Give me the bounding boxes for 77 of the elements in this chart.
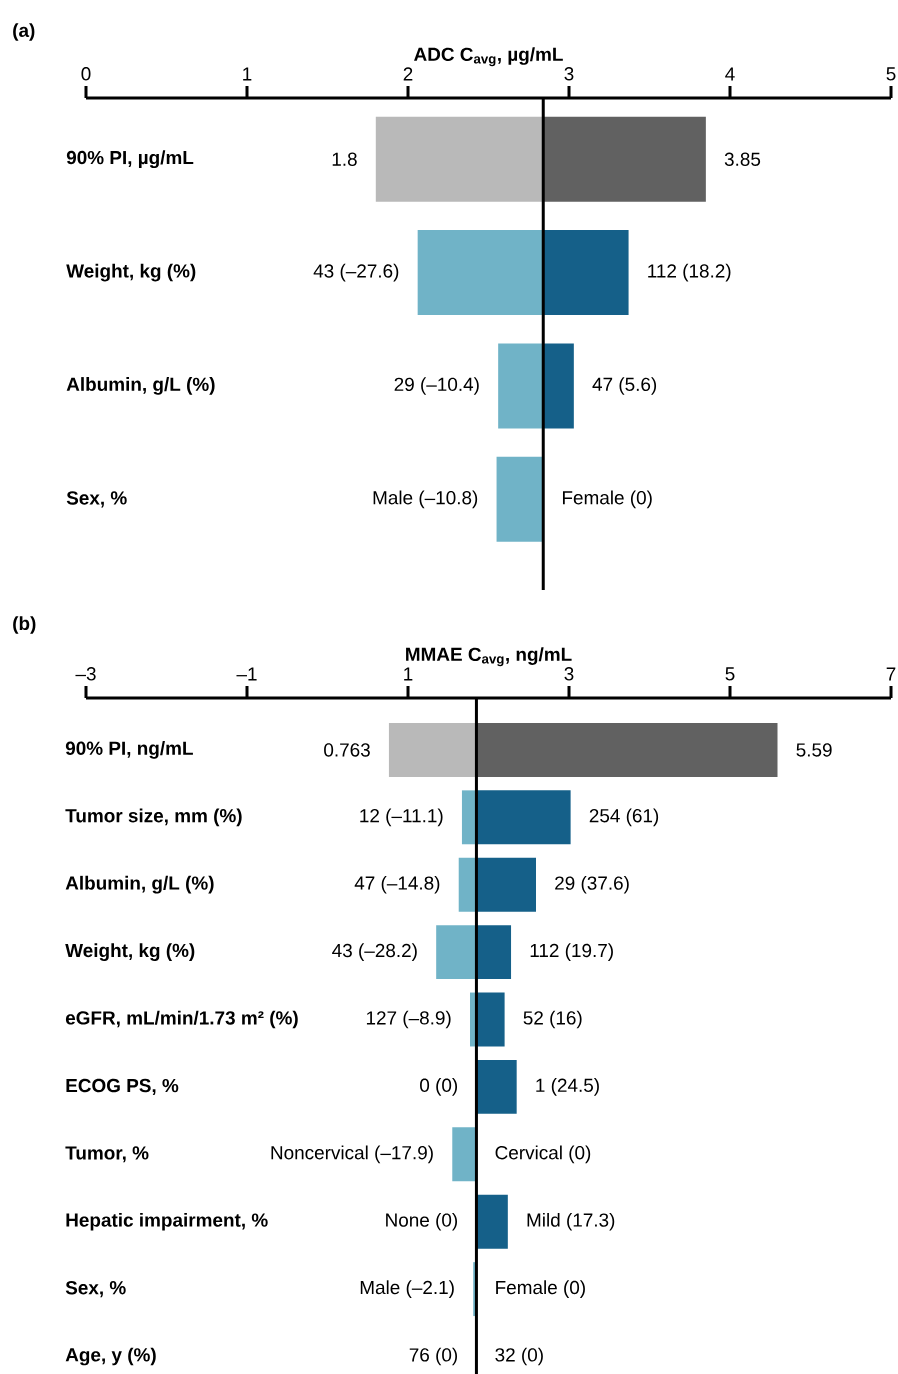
annotation: None (0) [386,1212,458,1231]
y-tick-label: Hepatic impairment, % [66,1212,268,1231]
x-tick-label: 4 [725,67,735,81]
bar [476,925,512,980]
x-tick-label: 5 [886,67,896,81]
bar [476,790,571,845]
bar [543,230,629,316]
y-tick-label: Weight, kg (%) [65,943,195,961]
bar [498,343,544,429]
bar [476,722,778,777]
y-tick-label: Sex, % [65,1281,126,1298]
x-tick-label: 1 [404,667,413,681]
y-tick-label: Sex, % [66,491,127,508]
annotation: 52 (16) [523,1010,582,1029]
y-tick-label: eGFR, mL/min/1.73 m² (%) [65,1010,298,1029]
annotation: 29 (–10.4) [394,377,479,395]
y-tick-label: Albumin, g/L (%) [66,377,215,395]
annotation: Male (–10.8) [373,490,478,509]
annotation: Female (0) [496,1280,585,1298]
annotation: Male (–2.1) [360,1280,454,1298]
bar [375,116,544,202]
x-tick-label: 1 [243,67,252,81]
annotation: 43 (–28.2) [332,943,417,961]
annotation: 76 (0) [409,1347,458,1366]
chart-title: (b) [13,616,36,634]
annotation: Noncervical (–17.9) [271,1145,433,1164]
annotation: 254 (61) [589,808,659,827]
annotation: 1 (24.5) [536,1078,599,1096]
bar [436,925,477,980]
annotation: 43 (–27.6) [313,263,399,282]
bar [476,1059,517,1114]
annotation: 47 (–14.8) [354,875,440,894]
annotation: 112 (18.2) [648,263,731,282]
y-tick-label: Age, y (%) [65,1347,156,1366]
y-tick-label: ECOG PS, % [66,1078,179,1095]
y-tick-label: 90% PI, µg/mL [66,150,194,169]
annotation: 3.85 [724,152,761,166]
bar [476,857,536,912]
annotation: 47 (5.6) [592,377,657,395]
annotation: 0.763 [324,743,370,757]
x-axis-title: ADC C$_{avg}$, µg/mL [414,47,563,67]
bar [461,790,477,845]
y-tick-label: Weight, kg (%) [66,263,196,282]
x-tick-label: 3 [564,67,574,81]
x-tick-label: 5 [725,667,735,681]
annotation: 12 (–11.1) [360,808,443,827]
bar [543,343,574,429]
y-tick-label: Albumin, g/L (%) [65,875,214,894]
annotation: Mild (17.3) [527,1212,615,1231]
bar [476,992,505,1047]
annotation: 127 (–8.9) [366,1010,451,1029]
y-tick-label: Tumor, % [65,1146,149,1163]
y-tick-label: 90% PI, ng/mL [65,741,193,759]
annotation: 5.59 [796,743,832,757]
annotation: 0 (0) [420,1078,458,1096]
x-tick-label: –1 [236,667,257,681]
annotation: 1.8 [332,152,357,166]
x-axis-title: MMAE C$_{avg}$, ng/mL [406,647,572,667]
bar [417,230,544,316]
x-tick-label: 7 [886,667,896,681]
annotation: 32 (0) [495,1347,543,1366]
bar [458,857,477,912]
x-tick-label: 2 [403,67,413,81]
bar [452,1127,477,1182]
x-tick-label: 3 [564,667,574,681]
bar [476,1194,508,1249]
chart-title: (a) [13,23,35,41]
x-tick-label: –3 [75,667,96,681]
annotation: 29 (37.6) [555,875,629,894]
bar [543,116,706,202]
annotation: 112 (19.7) [530,943,613,961]
bar [388,722,477,777]
annotation: Female (0) [562,490,652,509]
bar [496,456,544,542]
annotation: Cervical (0) [495,1145,591,1164]
x-tick-label: 0 [81,67,91,81]
y-tick-label: Tumor size, mm (%) [65,808,242,827]
